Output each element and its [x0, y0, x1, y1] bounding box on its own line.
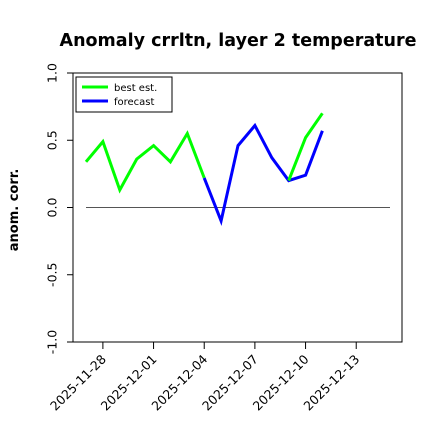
y-tick-label: -1.0 — [44, 330, 59, 354]
series-line-forecast — [202, 122, 324, 226]
legend-box — [75, 76, 173, 113]
series-line-2 — [287, 112, 324, 182]
y-axis: -1.0 -0.5 0.0 0.5 1.0 — [44, 63, 73, 354]
legend: best est. forecast — [75, 76, 173, 113]
legend-label-forecast: forecast — [114, 97, 155, 108]
y-axis-label: anom. corr. — [7, 169, 22, 252]
y-tick-label: -0.5 — [44, 263, 59, 287]
chart-title: Anomaly crrltn, layer 2 temperature — [60, 31, 417, 51]
x-axis: 2025-11-282025-12-012025-12-042025-12-07… — [47, 342, 362, 413]
y-tick-label: 0.0 — [44, 198, 59, 218]
y-tick-label: 0.5 — [44, 130, 59, 150]
series-line-best-est — [84, 130, 206, 194]
legend-label-best-est: best est. — [114, 83, 157, 94]
y-tick-label: 1.0 — [44, 63, 59, 83]
series-lines — [84, 112, 324, 226]
